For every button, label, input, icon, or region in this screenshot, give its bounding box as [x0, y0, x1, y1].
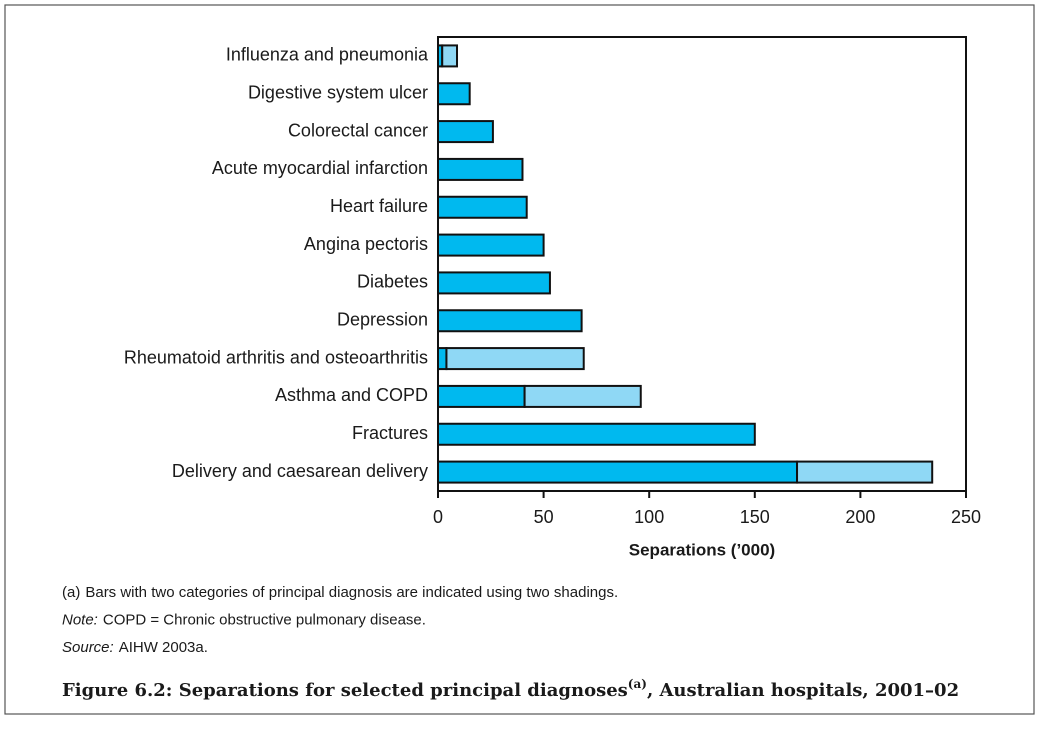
bar — [437, 347, 448, 371]
x-tick-label: 0 — [433, 507, 443, 527]
bar — [523, 384, 642, 408]
bar — [441, 44, 459, 68]
y-tick-label: Angina pectoris — [304, 234, 428, 254]
note-prefix: Note: — [62, 611, 98, 628]
bar — [437, 82, 471, 106]
y-tick-label: Digestive system ulcer — [248, 83, 428, 103]
y-tick-label: Heart failure — [330, 196, 428, 216]
bar — [796, 460, 934, 484]
y-tick-label: Depression — [337, 310, 428, 330]
note-text: COPD = Chronic obstructive pulmonary dis… — [103, 611, 426, 628]
bar — [437, 460, 799, 484]
note: (a) Bars with two categories of principal… — [62, 584, 618, 601]
bar — [437, 120, 494, 144]
plot-frame — [437, 36, 967, 492]
y-tick-label: Colorectal cancer — [288, 120, 428, 140]
bar — [437, 309, 583, 333]
bar — [445, 347, 585, 371]
y-tick-label: Diabetes — [357, 272, 428, 292]
bar — [437, 233, 545, 257]
x-tick-label: 50 — [534, 507, 554, 527]
bar — [437, 422, 756, 446]
bar — [437, 384, 526, 408]
caption-superscript: (a) — [628, 677, 647, 691]
y-tick-label: Asthma and COPD — [275, 385, 428, 405]
note-prefix: (a) — [62, 584, 80, 601]
y-tick-label: Fractures — [352, 423, 428, 443]
x-axis-label: Separations (’000) — [629, 540, 775, 559]
bar — [437, 195, 528, 219]
x-tick-label: 200 — [845, 507, 875, 527]
note: Note: COPD = Chronic obstructive pulmonar… — [62, 611, 426, 628]
caption-title: Figure 6.2: Separations for selected pri… — [62, 680, 628, 701]
caption-end: , Australian hospitals, 2001–02 — [647, 680, 959, 701]
note-text: Bars with two categories of principal di… — [85, 584, 618, 601]
y-tick-label: Influenza and pneumonia — [226, 45, 429, 65]
y-tick-label: Delivery and caesarean delivery — [172, 461, 428, 481]
y-tick-label: Rheumatoid arthritis and osteoarthritis — [124, 347, 428, 367]
frame — [4, 4, 1035, 715]
x-tick-label: 150 — [740, 507, 770, 527]
bar — [437, 271, 551, 295]
note: Source: AIHW 2003a. — [62, 639, 208, 656]
x-tick-label: 250 — [951, 507, 981, 527]
x-tick-label: 100 — [634, 507, 664, 527]
y-tick-label: Acute myocardial infarction — [212, 158, 428, 178]
caption: Figure 6.2: Separations for selected pri… — [62, 677, 959, 702]
note-text: AIHW 2003a. — [119, 639, 208, 656]
note-prefix: Source: — [62, 639, 114, 656]
bar — [437, 157, 524, 181]
